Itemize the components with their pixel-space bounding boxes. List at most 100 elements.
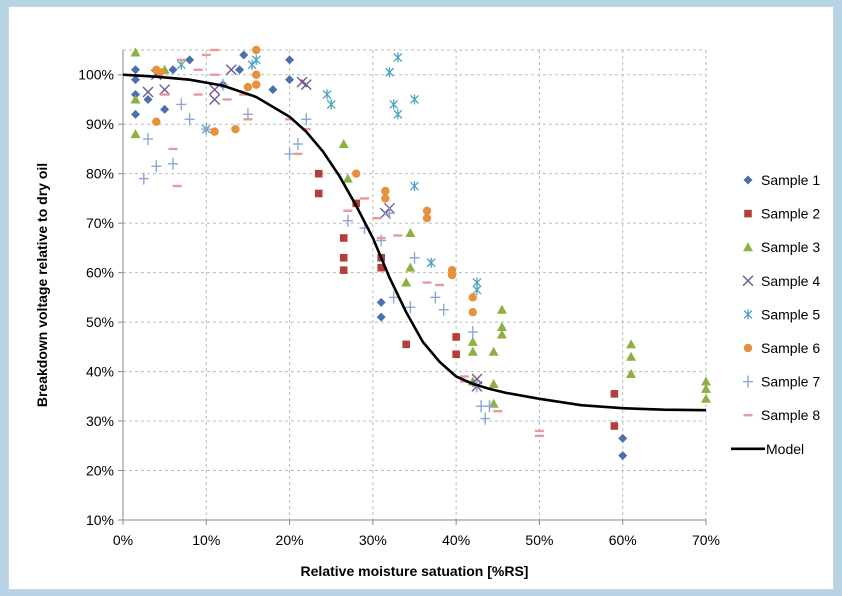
data-point [488,378,499,388]
legend-label: Sample 8 [761,407,820,423]
data-point [701,383,711,393]
legend-label: Sample 6 [761,340,820,356]
data-point [209,93,221,105]
data-point [152,117,161,126]
x-tick-label: 10% [192,532,220,548]
data-point [339,266,348,274]
x-tick-label: 30% [359,532,387,548]
data-point [193,68,203,71]
y-tick-label: 90% [86,116,114,132]
x-tick-label: 70% [692,532,720,548]
data-point [285,55,295,65]
data-point [301,127,311,131]
data-point [405,228,416,238]
data-point [488,398,499,408]
y-tick-label: 50% [86,314,114,330]
data-point [130,129,141,139]
data-point [142,133,153,146]
data-point [452,333,460,341]
legend-label: Sample 3 [761,239,820,255]
data-point [459,375,469,378]
series-sample-7 [138,78,495,425]
legend-label: Model [766,441,804,457]
grid-lines [123,49,707,520]
data-point [376,234,387,247]
data-point [285,75,295,85]
data-point [626,351,637,361]
data-point [243,118,253,121]
data-point [142,86,154,98]
data-point [251,54,261,65]
data-point [342,214,353,227]
x-tick-label: 40% [442,532,470,548]
data-point [339,253,348,262]
x-tick-label: 50% [525,532,553,548]
data-point [472,284,482,295]
y-tick-label: 80% [86,166,114,182]
data-point [376,312,386,322]
data-point [130,94,141,104]
data-point [438,303,449,316]
data-point [376,236,386,240]
data-point [701,393,711,403]
data-point [496,329,507,339]
data-point [176,58,186,62]
data-point [284,147,295,160]
data-point [326,99,336,110]
data-point [201,123,212,136]
data-point [172,184,182,188]
data-point [618,433,628,443]
data-point [626,339,637,349]
data-point [300,79,312,91]
x-tick-label: 20% [276,532,304,548]
data-point [252,70,261,79]
data-point [252,80,261,89]
legend-marker-sample-2 [744,209,752,218]
data-point [484,400,495,413]
data-point [156,68,165,77]
data-point [231,124,240,134]
data-point [496,304,507,314]
data-point [151,160,162,173]
data-point [235,65,245,75]
data-point [322,89,332,100]
legend-marker-sample-8 [743,414,753,417]
data-point [201,53,211,57]
data-point [381,186,390,196]
data-point [168,147,178,151]
data-point [422,281,432,284]
data-point [381,194,390,203]
legend-label: Sample 1 [761,172,820,188]
data-point [402,340,410,349]
series-sample-5 [176,52,482,295]
data-point [285,118,295,121]
data-point [376,297,386,307]
y-axis-title: Breakdown voltage relative to dry oil [34,163,50,407]
data-point [130,75,140,85]
data-point [360,197,370,200]
data-point [372,217,382,220]
chart-frame: 0% 10% 20% 30% 40% 50% 60% 70% 10% 20% 30% 40% 50% 6… [8,6,834,590]
series-sample-8 [160,48,544,438]
data-point [184,113,195,126]
data-point [239,50,249,60]
data-point [343,209,353,212]
data-point [168,65,178,75]
legend-label: Sample 4 [761,273,820,289]
legend-marker-sample-4 [742,275,754,287]
y-tick-label: 30% [86,413,114,429]
y-tick-label: 70% [86,215,114,231]
data-point [426,257,436,268]
series-sample-4 [142,64,483,392]
data-point [225,64,237,76]
model-curve [122,73,707,412]
y-tick-labels: 10% 20% 30% 40% 50% 60% 70% 80% 90% 100% [78,67,114,528]
data-point [393,52,403,63]
data-point [176,59,186,70]
data-point [488,346,499,356]
data-point [496,322,507,332]
data-point [377,263,385,272]
data-point [210,73,220,76]
data-point [393,234,403,237]
data-point [339,234,348,242]
